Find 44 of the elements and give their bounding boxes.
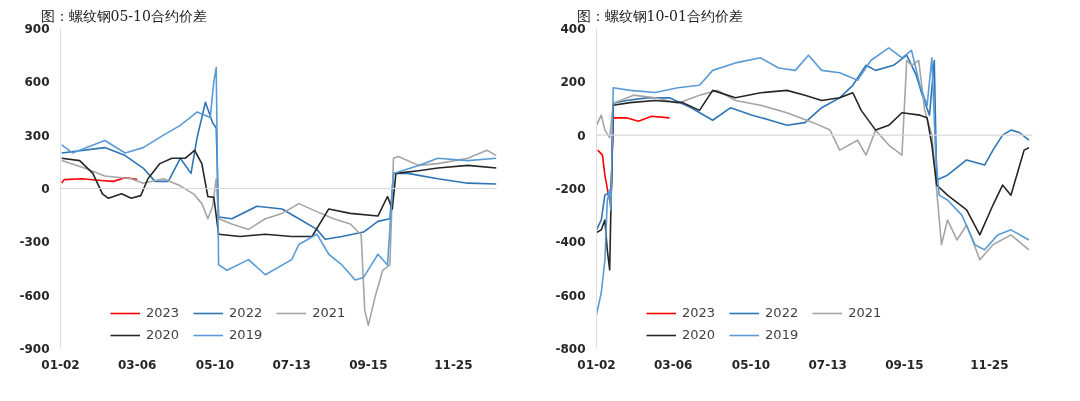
y-tick-label: -900 <box>19 342 50 356</box>
line-series <box>596 89 1030 271</box>
x-tick-label: 09-15 <box>885 357 924 372</box>
legend-label: 2022 <box>229 305 263 320</box>
chart-title: 图：螺纹钢05-10合约价差 <box>40 7 207 24</box>
line-series <box>60 149 497 327</box>
y-tick-label: 400 <box>560 22 586 36</box>
x-tick-label: 01-02 <box>577 357 616 372</box>
y-tick-label: 200 <box>560 75 586 90</box>
line-series <box>60 66 497 281</box>
legend-label: 2023 <box>146 305 180 320</box>
y-tick-label: -400 <box>555 235 586 250</box>
x-tick-label: 03-06 <box>653 357 693 372</box>
line-series <box>596 47 1030 316</box>
legend-label: 2022 <box>765 305 799 320</box>
line-series <box>60 149 497 238</box>
x-tick-label: 05-10 <box>731 357 771 372</box>
legend-label: 2021 <box>848 305 882 320</box>
y-tick-label: 600 <box>24 75 50 90</box>
y-tick-label: 300 <box>24 128 50 143</box>
legend-label: 2020 <box>682 327 716 342</box>
legend-label: 2023 <box>682 305 716 320</box>
x-tick-label: 07-13 <box>272 357 311 372</box>
legend-label: 2019 <box>229 327 263 342</box>
x-tick-label: 03-06 <box>117 357 157 372</box>
y-tick-label: 0 <box>577 128 586 143</box>
legend-label: 2020 <box>146 327 180 342</box>
legend-label: 2019 <box>765 327 799 342</box>
x-tick-label: 11-25 <box>434 357 473 372</box>
line-series <box>596 59 1030 261</box>
y-tick-label: -200 <box>555 182 586 196</box>
y-tick-label: -300 <box>19 235 50 250</box>
y-tick-label: -600 <box>555 288 586 303</box>
x-tick-label: 07-13 <box>808 357 847 372</box>
y-tick-label: 0 <box>41 182 50 196</box>
legend-label: 2021 <box>312 305 346 320</box>
x-tick-label: 11-25 <box>970 357 1009 372</box>
x-tick-label: 01-02 <box>41 357 80 372</box>
y-tick-label: 900 <box>24 22 50 36</box>
x-tick-label: 09-15 <box>349 357 388 372</box>
x-tick-label: 05-10 <box>195 357 235 372</box>
y-tick-label: -600 <box>19 288 50 303</box>
chart-title: 图：螺纹钢10-01合约价差 <box>576 7 743 24</box>
y-tick-label: -800 <box>555 342 586 356</box>
